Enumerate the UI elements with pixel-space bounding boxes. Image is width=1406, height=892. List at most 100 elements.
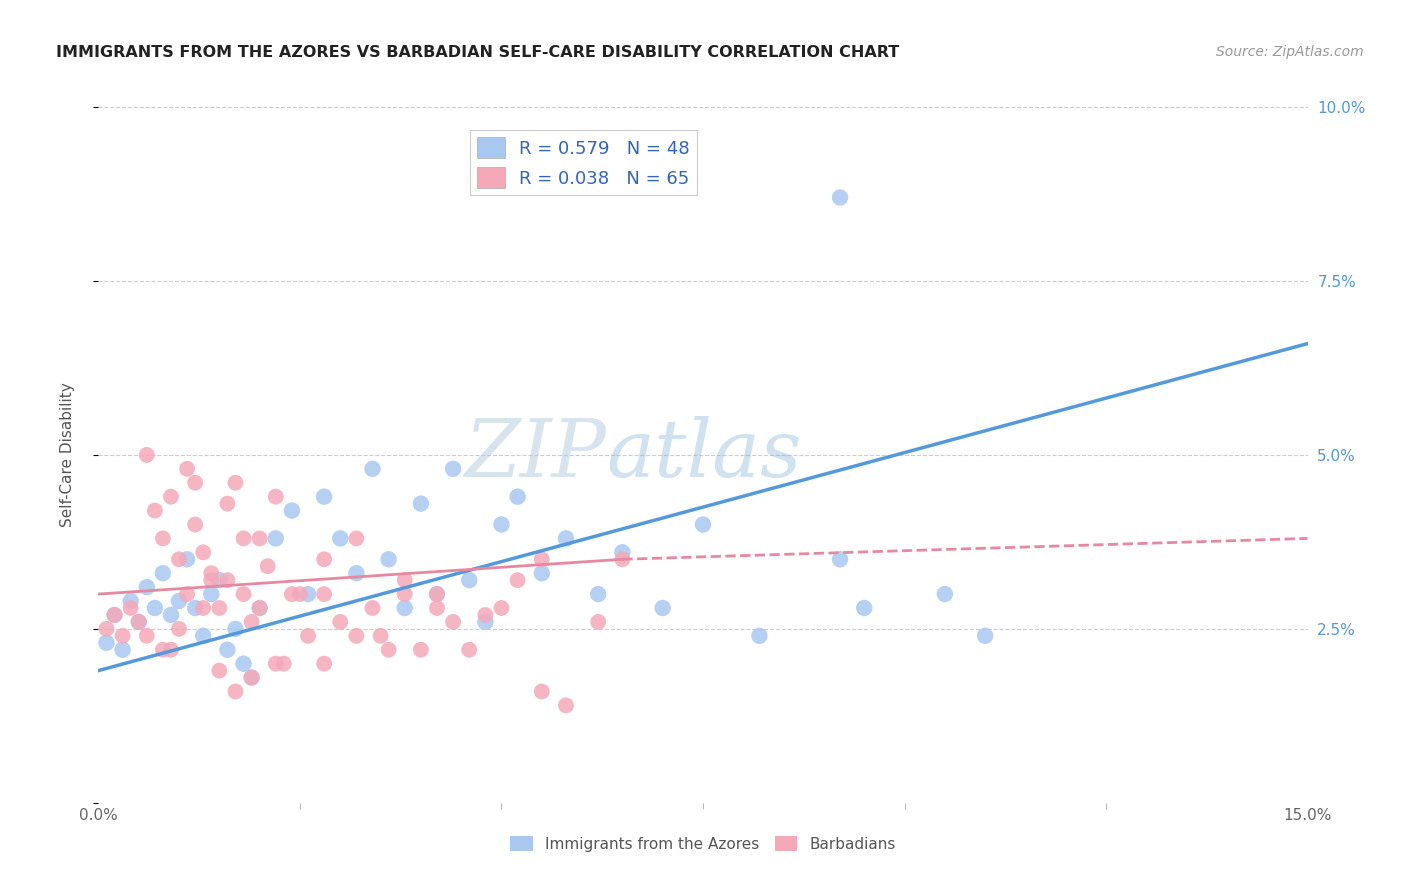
Point bbox=[612, 552, 634, 566]
Point bbox=[281, 587, 304, 601]
Point bbox=[224, 622, 246, 636]
Point bbox=[692, 517, 714, 532]
Point bbox=[586, 587, 609, 601]
Point bbox=[152, 566, 174, 581]
Point bbox=[361, 601, 384, 615]
Point bbox=[409, 497, 432, 511]
Point bbox=[314, 490, 336, 504]
Point bbox=[184, 475, 207, 490]
Point bbox=[934, 587, 956, 601]
Point bbox=[176, 587, 198, 601]
Point bbox=[288, 587, 311, 601]
Point bbox=[394, 573, 416, 587]
Point bbox=[232, 587, 254, 601]
Point bbox=[224, 684, 246, 698]
Legend: Immigrants from the Azores, Barbadians: Immigrants from the Azores, Barbadians bbox=[503, 830, 903, 858]
Point bbox=[530, 566, 553, 581]
Point bbox=[273, 657, 295, 671]
Point bbox=[264, 532, 287, 546]
Point bbox=[506, 490, 529, 504]
Point bbox=[377, 552, 399, 566]
Point bbox=[344, 629, 367, 643]
Point bbox=[426, 587, 449, 601]
Point bbox=[264, 490, 287, 504]
Point bbox=[143, 503, 166, 517]
Point bbox=[314, 587, 336, 601]
Point bbox=[264, 657, 287, 671]
Point bbox=[974, 629, 997, 643]
Point bbox=[103, 607, 125, 622]
Point bbox=[748, 629, 770, 643]
Point bbox=[314, 552, 336, 566]
Point bbox=[200, 573, 222, 587]
Point bbox=[208, 601, 231, 615]
Point bbox=[249, 601, 271, 615]
Point bbox=[329, 532, 352, 546]
Point bbox=[232, 532, 254, 546]
Text: ZIP: ZIP bbox=[464, 417, 606, 493]
Point bbox=[152, 532, 174, 546]
Point bbox=[232, 657, 254, 671]
Point bbox=[240, 615, 263, 629]
Point bbox=[217, 642, 239, 657]
Point bbox=[167, 594, 190, 608]
Point bbox=[152, 642, 174, 657]
Point bbox=[281, 503, 304, 517]
Point bbox=[184, 517, 207, 532]
Point bbox=[193, 545, 215, 559]
Point bbox=[135, 629, 157, 643]
Point bbox=[249, 532, 271, 546]
Point bbox=[256, 559, 278, 574]
Point bbox=[361, 462, 384, 476]
Point bbox=[208, 573, 231, 587]
Point bbox=[135, 580, 157, 594]
Point bbox=[458, 642, 481, 657]
Point bbox=[111, 629, 134, 643]
Point bbox=[184, 601, 207, 615]
Point bbox=[111, 642, 134, 657]
Point bbox=[853, 601, 876, 615]
Point bbox=[240, 671, 263, 685]
Point bbox=[128, 615, 150, 629]
Point bbox=[143, 601, 166, 615]
Point bbox=[135, 448, 157, 462]
Point bbox=[128, 615, 150, 629]
Point bbox=[200, 587, 222, 601]
Point bbox=[474, 607, 496, 622]
Text: atlas: atlas bbox=[606, 417, 801, 493]
Text: IMMIGRANTS FROM THE AZORES VS BARBADIAN SELF-CARE DISABILITY CORRELATION CHART: IMMIGRANTS FROM THE AZORES VS BARBADIAN … bbox=[56, 45, 900, 60]
Point bbox=[193, 629, 215, 643]
Point bbox=[297, 587, 319, 601]
Point bbox=[555, 532, 578, 546]
Point bbox=[506, 573, 529, 587]
Point bbox=[297, 629, 319, 643]
Point bbox=[612, 545, 634, 559]
Point bbox=[249, 601, 271, 615]
Point bbox=[96, 622, 118, 636]
Point bbox=[344, 532, 367, 546]
Point bbox=[217, 573, 239, 587]
Point bbox=[329, 615, 352, 629]
Point bbox=[491, 601, 513, 615]
Point bbox=[474, 615, 496, 629]
Point bbox=[555, 698, 578, 713]
Point bbox=[458, 573, 481, 587]
Point bbox=[491, 517, 513, 532]
Point bbox=[651, 601, 673, 615]
Point bbox=[394, 601, 416, 615]
Point bbox=[120, 594, 142, 608]
Point bbox=[217, 497, 239, 511]
Point bbox=[96, 636, 118, 650]
Text: Source: ZipAtlas.com: Source: ZipAtlas.com bbox=[1216, 45, 1364, 59]
Point bbox=[176, 552, 198, 566]
Point bbox=[828, 552, 851, 566]
Point bbox=[344, 566, 367, 581]
Point bbox=[120, 601, 142, 615]
Point bbox=[370, 629, 392, 643]
Point bbox=[441, 615, 464, 629]
Point bbox=[530, 684, 553, 698]
Point bbox=[208, 664, 231, 678]
Point bbox=[224, 475, 246, 490]
Point bbox=[160, 642, 183, 657]
Point bbox=[193, 601, 215, 615]
